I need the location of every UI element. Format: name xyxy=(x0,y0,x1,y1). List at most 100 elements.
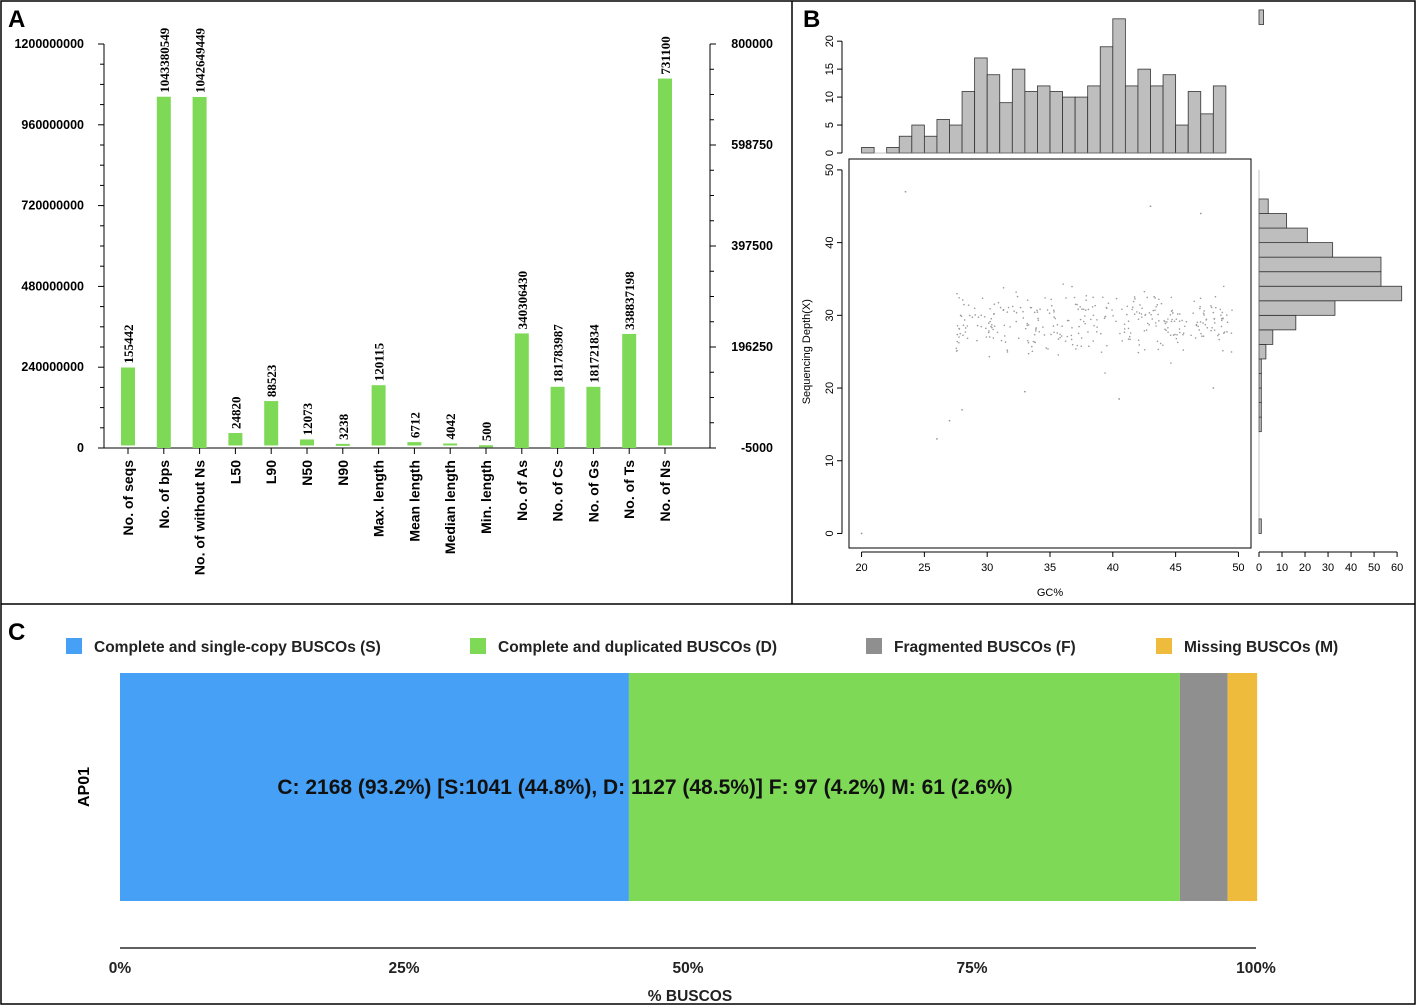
scatter-point xyxy=(1163,319,1165,322)
scatter-point xyxy=(1074,303,1077,306)
depth-hist-tick-label: 40 xyxy=(1345,562,1357,574)
scatter-point xyxy=(1105,307,1108,310)
legend-swatch xyxy=(470,638,486,654)
scatter-point xyxy=(1031,350,1034,353)
scatter-point xyxy=(1150,313,1152,316)
scatter-point xyxy=(996,331,999,334)
gc-hist-bar xyxy=(1062,96,1076,154)
gc-hist-bar xyxy=(1087,85,1101,154)
scatter-point xyxy=(1202,335,1205,337)
scatter-point xyxy=(1136,311,1138,313)
scatter-point xyxy=(1155,325,1157,327)
scatter-point xyxy=(971,316,974,319)
scatter-point xyxy=(1126,313,1128,316)
scatter-point xyxy=(989,307,991,310)
scatter-point xyxy=(966,325,969,327)
legend-label: Complete and duplicated BUSCOs (D) xyxy=(498,639,777,656)
scatter-point xyxy=(968,314,971,317)
scatter-point xyxy=(959,332,962,335)
scatter-point xyxy=(1030,345,1033,348)
scatter-point xyxy=(1220,325,1223,328)
scatter-point xyxy=(1159,342,1162,345)
scatter-point xyxy=(1060,335,1063,337)
scatter-point xyxy=(1138,344,1141,346)
scatter-point xyxy=(1178,320,1181,322)
panel-letter-a: A xyxy=(8,6,25,33)
scatter-point xyxy=(1139,304,1141,306)
scatter-frame xyxy=(848,158,1252,549)
category-label: N90 xyxy=(335,460,351,486)
category-label: No. of seqs xyxy=(120,460,136,536)
scatter-point xyxy=(988,336,991,338)
gc-hist-bar xyxy=(1187,91,1202,154)
depth-hist-bar xyxy=(1258,198,1269,214)
scatter-point xyxy=(1006,351,1009,353)
scatter-point xyxy=(1082,320,1085,323)
scatter-point xyxy=(1011,305,1014,308)
scatter-point xyxy=(1070,334,1073,337)
scatter-point xyxy=(1071,343,1074,346)
scatter-point xyxy=(958,341,960,344)
scatter-point xyxy=(1176,333,1178,336)
scatter-point xyxy=(1026,339,1029,342)
scatter-point xyxy=(1140,316,1143,318)
scatter-point xyxy=(1167,331,1169,333)
depth-hist-bar xyxy=(1258,213,1288,229)
scatter-point xyxy=(993,303,996,305)
scatter-point xyxy=(1003,324,1006,327)
busco-summary-annotation: C: 2168 (93.2%) [S:1041 (44.8%), D: 1127… xyxy=(277,776,1012,799)
scatter-point xyxy=(1190,334,1192,337)
gc-hist-bar xyxy=(1112,18,1126,154)
category-label: No. of Ns xyxy=(657,460,673,522)
gc-hist-bar xyxy=(1137,68,1151,154)
bar-9 xyxy=(407,442,422,446)
depth-hist-bar xyxy=(1258,256,1382,273)
right-tick-label: -5000 xyxy=(741,441,773,455)
scatter-point xyxy=(1154,309,1156,312)
scatter-point xyxy=(1123,328,1126,330)
scatter-point xyxy=(1015,311,1018,314)
scatter-point xyxy=(1210,329,1212,332)
scatter-point xyxy=(1096,326,1098,328)
scatter-point xyxy=(1022,317,1025,319)
scatter-point xyxy=(1169,313,1172,316)
scatter-point xyxy=(1219,308,1222,311)
scatter-point xyxy=(1003,335,1006,337)
gc-hist-tick-label: 5 xyxy=(824,122,836,128)
category-label: No. of Cs xyxy=(550,460,566,522)
scatter-point xyxy=(991,323,993,326)
scatter-point xyxy=(1043,334,1046,336)
scatter-point xyxy=(991,326,993,329)
scatter-point xyxy=(1196,321,1199,324)
depth-hist-bar xyxy=(1258,285,1403,302)
scatter-point xyxy=(1092,314,1095,317)
scatter-point xyxy=(904,190,907,193)
scatter-point xyxy=(1193,300,1196,303)
bar-8 xyxy=(371,385,386,446)
scatter-point xyxy=(1123,323,1126,326)
category-label: No. of Ts xyxy=(621,460,637,519)
scatter-point xyxy=(1027,341,1030,344)
scatter-point xyxy=(990,325,992,328)
scatter-point xyxy=(1194,337,1197,339)
scatter-point xyxy=(1027,324,1030,326)
depth-hist-tick-label: 50 xyxy=(1368,562,1380,574)
bar-value-label: 120115 xyxy=(372,342,387,381)
scatter-point xyxy=(1200,332,1202,335)
scatter-point xyxy=(1112,314,1114,317)
bar-value-label: 88523 xyxy=(264,364,279,397)
scatter-point xyxy=(1202,312,1205,315)
scatter-point xyxy=(1066,335,1069,338)
scatter-point xyxy=(1170,310,1173,313)
scatter-point xyxy=(1052,325,1055,327)
bar-value-label: 340306430 xyxy=(515,271,530,330)
scatter-point xyxy=(948,419,951,422)
gc-hist-bar xyxy=(1049,91,1063,154)
scatter-point xyxy=(962,324,965,327)
scatter-point xyxy=(1095,331,1098,333)
scatter-point xyxy=(1210,305,1212,307)
scatter-point xyxy=(1024,327,1027,330)
scatter-y-tick-label: 10 xyxy=(824,455,836,467)
